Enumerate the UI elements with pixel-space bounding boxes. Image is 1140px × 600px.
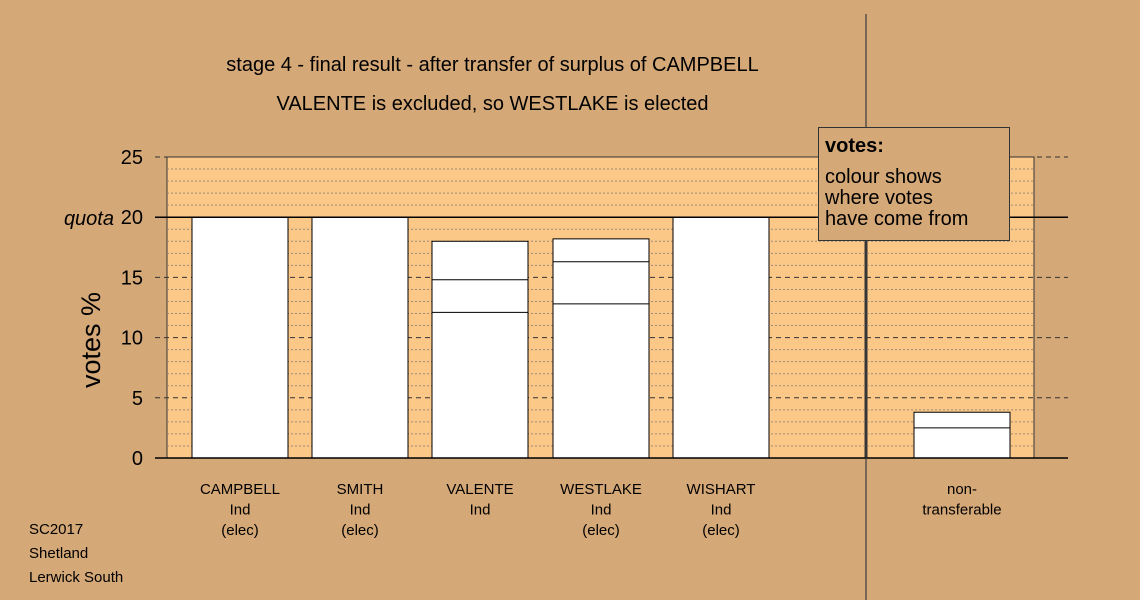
y-axis-label: votes % [76, 292, 106, 388]
category-label: VALENTE [446, 481, 513, 498]
category-label: non- [947, 481, 977, 498]
y-tick-label: 5 [132, 388, 143, 410]
chart-subtitle: VALENTE is excluded, so WESTLAKE is elec… [276, 93, 709, 115]
category-label: (elec) [702, 522, 740, 539]
legend-heading: votes: [825, 135, 884, 157]
y-tick-label: 15 [121, 267, 143, 289]
y-tick-label: 10 [121, 328, 143, 350]
y-tick-label: 25 [121, 147, 143, 169]
footer-council: Shetland [29, 545, 89, 562]
y-tick-label: 0 [132, 448, 143, 470]
category-label: (elec) [221, 522, 259, 539]
bar [913, 411, 1011, 459]
y-tick-label: 20 [121, 207, 143, 229]
category-label: CAMPBELL [200, 481, 280, 498]
category-label: SMITH [337, 481, 384, 498]
category-label: (elec) [341, 522, 379, 539]
legend-line: where votes [825, 187, 933, 209]
category-label: Ind [470, 502, 491, 519]
category-label: WISHART [687, 481, 756, 498]
bar [311, 216, 409, 459]
category-label: WESTLAKE [560, 481, 642, 498]
category-label: Ind [230, 502, 251, 519]
bar [191, 216, 289, 459]
bar [672, 216, 770, 459]
category-label: Ind [591, 502, 612, 519]
footer-election: SC2017 [29, 521, 84, 538]
category-label: transferable [922, 502, 1001, 519]
bar [552, 238, 650, 459]
category-label: (elec) [582, 522, 620, 539]
footer-ward: Lerwick South [29, 569, 124, 586]
quota-label: quota [64, 208, 114, 230]
bar [431, 240, 529, 459]
legend-line: have come from [825, 208, 969, 230]
chart-title: stage 4 - final result - after transfer … [226, 54, 759, 76]
legend-line: colour shows [825, 166, 942, 188]
category-label: Ind [350, 502, 371, 519]
category-label: Ind [711, 502, 732, 519]
legend: votes: colour shows where votes have com… [818, 127, 1010, 241]
